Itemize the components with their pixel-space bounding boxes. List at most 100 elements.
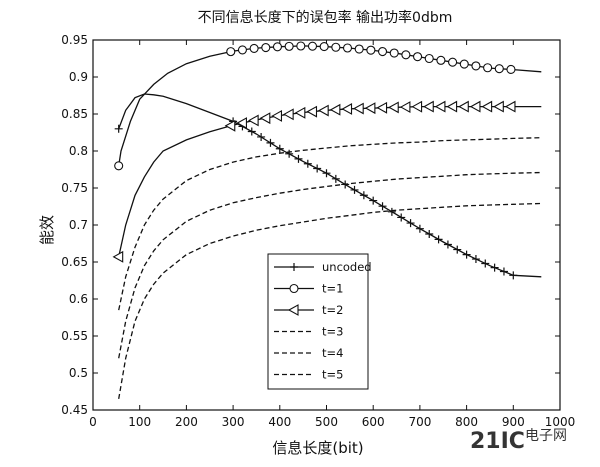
series-marker-t1 [319,42,329,52]
legend-label-uncoded: uncoded [322,260,372,274]
series-marker-uncoded [415,224,424,233]
series-marker-t1 [366,45,376,55]
series-line-t2 [118,105,542,257]
series-marker-uncoded [378,202,387,211]
series-marker-t1 [436,55,446,65]
series-marker-uncoded [266,138,275,147]
series-marker-t1 [296,41,306,51]
legend-label-t4: t=4 [322,346,343,360]
series-marker-t2 [469,100,481,113]
x-tick-label: 200 [175,415,198,429]
chart-title: 不同信息长度下的误包率 输出功率0dbm [198,9,453,26]
series-marker-t1 [483,63,493,73]
series-marker-uncoded [369,196,378,205]
series-marker-t1 [354,44,364,54]
series-marker-uncoded [275,144,284,153]
series-marker-t1 [272,42,283,52]
y-tick-label: 0.65 [61,255,88,269]
y-tick-label: 0.7 [69,218,88,232]
series-marker-uncoded [247,127,256,136]
y-tick-label: 0.85 [61,107,88,121]
axis-ticks: 0 100 200 300 400 500 600 700 800 900 1000 0.45 0.5 0… [61,33,575,429]
x-tick-label: 300 [222,415,245,429]
series-marker-t2 [112,250,124,263]
legend-label-t3: t=3 [322,325,343,339]
series-marker-t2 [481,100,493,113]
series-marker-uncoded [331,174,340,183]
series-marker-t2 [271,109,283,122]
series-marker-t1 [506,64,516,75]
series-marker-t2 [341,103,353,115]
series-marker-t2 [224,119,236,132]
y-tick-label: 0.95 [61,33,88,47]
series-marker-t1 [261,42,271,53]
x-tick-label: 900 [502,415,525,429]
series-marker-uncoded [425,230,434,239]
y-tick-label: 0.45 [61,403,88,417]
series-marker-uncoded [453,245,462,254]
x-tick-label: 800 [455,415,478,429]
series-layer [112,41,542,400]
series-marker-uncoded [397,213,406,222]
series-marker-uncoded [490,263,499,272]
series-marker-t1 [413,52,423,62]
x-tick-label: 600 [362,415,385,429]
series-marker-t1 [377,46,388,57]
series-line-uncoded [118,93,542,278]
series-marker-uncoded [114,124,123,133]
series-marker-t1 [307,41,318,51]
series-marker-t2 [376,101,388,114]
y-tick-label: 0.8 [69,144,88,158]
watermark-text: 电子网 [525,428,567,444]
series-line-t3 [118,137,542,311]
series-marker-uncoded [406,219,415,228]
legend-label-t2: t=2 [322,303,343,317]
series-marker-uncoded [499,267,508,276]
series-marker-uncoded [509,271,518,280]
series-marker-uncoded [294,154,303,163]
series-marker-uncoded [257,132,266,141]
y-axis-label: 能效 [38,215,56,245]
series-marker-uncoded [387,207,396,216]
x-tick-label: 1000 [545,415,576,429]
series-marker-t1 [249,43,259,53]
series-marker-uncoded [471,255,480,264]
legend-box [267,253,369,390]
series-marker-uncoded [359,191,368,200]
series-line-t4 [118,171,542,359]
series-marker-t1 [459,59,469,69]
series-marker-t2 [423,100,434,113]
legend-marker-t2 [287,304,299,316]
series-marker-t2 [283,108,294,121]
watermark-brand: 21IC [470,429,525,454]
series-marker-uncoded [285,149,294,158]
x-tick-label: 400 [268,415,291,429]
series-marker-t1 [494,64,504,74]
series-marker-t2 [247,114,259,127]
series-marker-t2 [306,105,318,118]
series-marker-t1 [448,57,458,67]
y-tick-label: 0.5 [69,366,88,380]
series-marker-t2 [399,101,411,113]
legend: uncoded t=1 t=2 t=3 t=4 t=5 [267,253,372,390]
series-marker-uncoded [350,185,359,194]
series-marker-t2 [329,103,341,116]
series-marker-t2 [294,106,306,119]
series-marker-uncoded [303,159,312,168]
series-marker-uncoded [481,259,490,268]
series-marker-t2 [388,101,399,114]
series-marker-t2 [364,102,376,115]
series-marker-uncoded [434,235,443,244]
series-marker-t1 [471,61,481,71]
series-marker-t2 [411,100,423,113]
series-marker-t1 [401,50,411,60]
series-marker-t2 [434,100,446,113]
x-tick-label: 700 [408,415,431,429]
series-marker-t2 [353,102,364,115]
series-marker-t1 [342,43,353,53]
series-line-t5 [118,202,542,400]
legend-marker-uncoded [290,263,298,271]
series-marker-t1 [389,48,399,58]
series-marker-t2 [236,117,247,129]
